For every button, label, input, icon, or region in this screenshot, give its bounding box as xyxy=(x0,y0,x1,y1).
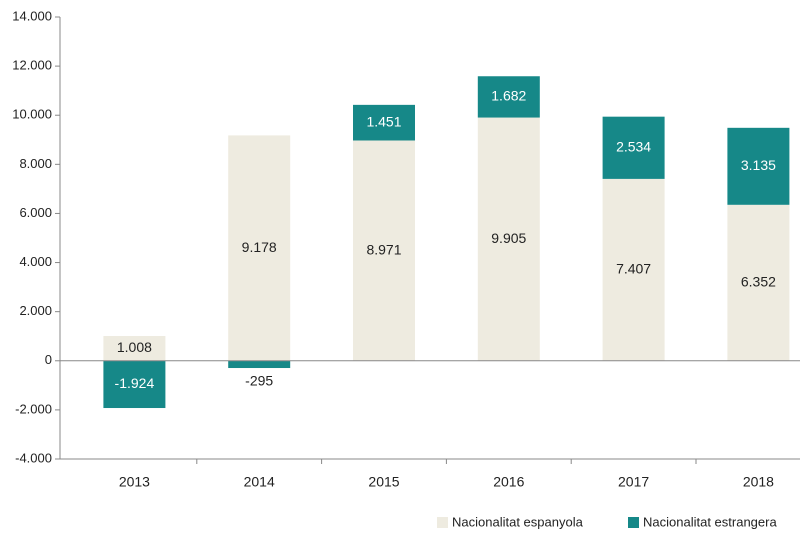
bar xyxy=(353,104,415,141)
data-label: -1.924 xyxy=(115,375,155,391)
bar xyxy=(727,204,790,361)
bar xyxy=(353,140,415,361)
y-tick-label: 6.000 xyxy=(19,205,52,220)
data-label: 6.352 xyxy=(741,273,776,289)
x-tick-label: 2013 xyxy=(119,474,150,490)
x-tick-label: 2018 xyxy=(743,474,774,490)
y-tick-label: -4.000 xyxy=(15,450,52,465)
bar xyxy=(103,336,166,361)
bar xyxy=(228,360,291,369)
data-label: 1.451 xyxy=(366,113,401,129)
data-label: 1.008 xyxy=(117,339,152,355)
data-label: 9.905 xyxy=(491,230,526,246)
legend-label: Nacionalitat espanyola xyxy=(452,514,584,529)
y-tick-label: 10.000 xyxy=(12,107,52,122)
y-tick-label: -2.000 xyxy=(15,401,52,416)
y-tick-label: 8.000 xyxy=(19,156,52,171)
data-label: 3.135 xyxy=(741,157,776,173)
bar xyxy=(103,360,166,409)
data-label: -295 xyxy=(245,373,273,389)
y-tick-label: 0 xyxy=(45,352,52,367)
bar xyxy=(477,76,540,118)
bar xyxy=(602,178,665,361)
y-tick-label: 12.000 xyxy=(12,58,52,73)
data-label: 7.407 xyxy=(616,261,651,277)
data-label: 1.682 xyxy=(491,88,526,104)
bar xyxy=(228,135,291,361)
x-tick-label: 2016 xyxy=(493,474,524,490)
legend-swatch xyxy=(628,517,639,528)
bar xyxy=(727,127,790,205)
x-tick-label: 2014 xyxy=(244,474,275,490)
data-label: 9.178 xyxy=(242,239,277,255)
x-tick-label: 2017 xyxy=(618,474,649,490)
y-tick-label: 2.000 xyxy=(19,303,52,318)
bar xyxy=(477,117,540,361)
bar xyxy=(602,116,665,179)
data-label: 2.534 xyxy=(616,138,651,154)
legend-swatch xyxy=(437,517,448,528)
y-tick-label: 14.000 xyxy=(12,8,52,23)
data-label: 8.971 xyxy=(366,241,401,257)
y-tick-label: 4.000 xyxy=(19,254,52,269)
x-tick-label: 2015 xyxy=(368,474,399,490)
legend-label: Nacionalitat estrangera xyxy=(643,514,777,529)
